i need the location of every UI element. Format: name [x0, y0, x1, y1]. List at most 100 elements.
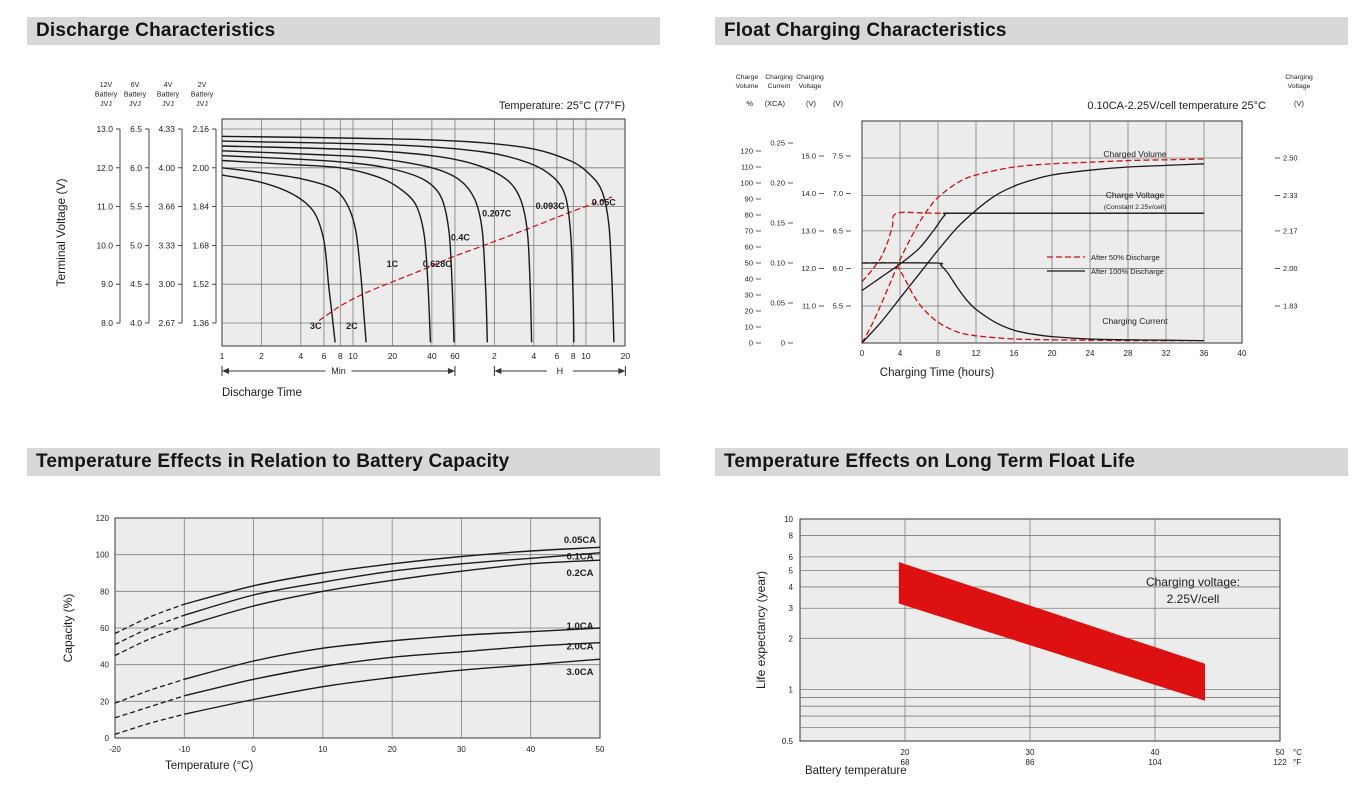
svg-text:30: 30	[745, 291, 753, 300]
svg-text:5.5: 5.5	[130, 202, 142, 212]
svg-text:2: 2	[492, 351, 497, 361]
svg-text:6V: 6V	[131, 82, 140, 89]
svg-text:°F: °F	[1293, 758, 1301, 767]
svg-text:40: 40	[745, 275, 753, 284]
svg-text:Charging Current: Charging Current	[1102, 316, 1168, 326]
svg-text:Battery: Battery	[191, 92, 214, 99]
svg-text:4: 4	[789, 583, 794, 592]
svg-text:50: 50	[596, 745, 605, 754]
svg-text:Voltage: Voltage	[1288, 83, 1311, 90]
svg-text:1.84: 1.84	[192, 202, 209, 212]
svg-text:3.00: 3.00	[158, 279, 175, 289]
svg-text:Charging: Charging	[765, 74, 793, 81]
svg-text:2.00: 2.00	[1283, 264, 1298, 273]
svg-text:Charging: Charging	[796, 74, 824, 81]
svg-text:100: 100	[96, 551, 110, 560]
svg-text:3C: 3C	[310, 321, 322, 331]
svg-text:3.0CA: 3.0CA	[567, 667, 594, 678]
svg-text:1.52: 1.52	[192, 279, 209, 289]
svg-text:1: 1	[220, 351, 225, 361]
svg-text:2.16: 2.16	[192, 124, 209, 134]
svg-text:Life expectancy (year): Life expectancy (year)	[754, 571, 768, 689]
svg-text:6.5: 6.5	[833, 227, 843, 236]
svg-text:1.83: 1.83	[1283, 302, 1298, 311]
float-charging-characteristics-title: Float Charging Characteristics	[715, 17, 1348, 45]
svg-text:1.0CA: 1.0CA	[567, 621, 594, 632]
svg-text:0.05C: 0.05C	[592, 197, 617, 207]
svg-text:14.0: 14.0	[801, 189, 816, 198]
svg-text:Charging Time (hours): Charging Time (hours)	[880, 367, 995, 379]
svg-text:2.25V/cell: 2.25V/cell	[1167, 592, 1220, 606]
svg-text:After 50% Discharge: After 50% Discharge	[1091, 253, 1160, 262]
svg-text:0.4C: 0.4C	[451, 233, 471, 243]
svg-text:1C: 1C	[387, 259, 399, 269]
svg-text:8: 8	[338, 351, 343, 361]
svg-text:7.0: 7.0	[833, 189, 843, 198]
svg-text:3: 3	[789, 604, 794, 613]
svg-text:Terminal Voltage (V): Terminal Voltage (V)	[54, 178, 68, 286]
svg-text:Temperature: 25°C (77°F): Temperature: 25°C (77°F)	[499, 100, 625, 112]
svg-text:0: 0	[749, 339, 753, 348]
svg-text:%: %	[746, 99, 753, 108]
svg-text:120: 120	[740, 147, 753, 156]
svg-text:40: 40	[427, 351, 437, 361]
svg-text:JVJ: JVJ	[162, 101, 174, 108]
discharge-characteristics-chart: 1 2 4 6 8 10 20 40 60 2 4 6 8 10 20 12V Battery JVJ 13.0 12…	[54, 82, 630, 399]
svg-text:6.0: 6.0	[130, 163, 142, 173]
svg-text:8: 8	[789, 532, 794, 541]
svg-text:110: 110	[741, 163, 753, 172]
svg-text:4V: 4V	[164, 82, 173, 89]
svg-text:After 100% Discharge: After 100% Discharge	[1091, 267, 1164, 276]
svg-text:JVJ: JVJ	[129, 101, 141, 108]
svg-text:122: 122	[1273, 758, 1287, 767]
svg-text:4.33: 4.33	[158, 124, 175, 134]
svg-text:120: 120	[96, 514, 110, 523]
svg-text:6.5: 6.5	[130, 124, 142, 134]
svg-text:16: 16	[1010, 349, 1019, 358]
svg-text:Min: Min	[331, 366, 346, 376]
svg-text:8: 8	[936, 349, 941, 358]
svg-text:Discharge Time: Discharge Time	[222, 387, 302, 399]
svg-text:12V: 12V	[100, 82, 113, 89]
svg-text:0.15: 0.15	[770, 219, 785, 228]
float-life-chart: 206830864010450122°C°F1086543210.5Chargi…	[754, 515, 1302, 777]
svg-text:30: 30	[1026, 748, 1035, 757]
svg-text:Voltage: Voltage	[799, 83, 822, 90]
svg-text:Volume: Volume	[736, 83, 759, 90]
svg-text:11.0: 11.0	[97, 202, 113, 212]
svg-text:20: 20	[388, 351, 398, 361]
svg-text:Charge: Charge	[736, 74, 759, 81]
svg-text:0: 0	[251, 745, 256, 754]
panel-float-charging-characteristics: Float Charging Characteristics 0 4 8 12 16 20…	[715, 17, 1348, 405]
svg-text:Charging voltage:: Charging voltage:	[1146, 575, 1240, 589]
panel-temperature-capacity: Temperature Effects in Relation to Batte…	[27, 448, 660, 786]
svg-text:Charged Volume: Charged Volume	[1103, 149, 1167, 159]
svg-text:0.10CA-2.25V/cell temperature: 0.10CA-2.25V/cell temperature 25°C	[1087, 100, 1266, 112]
svg-text:0.05CA: 0.05CA	[564, 535, 596, 546]
svg-text:5.5: 5.5	[833, 302, 843, 311]
svg-text:68: 68	[901, 758, 910, 767]
float-life-title: Temperature Effects on Long Term Float L…	[715, 448, 1348, 476]
svg-text:11.0: 11.0	[802, 302, 816, 311]
svg-text:Battery temperature: Battery temperature	[805, 765, 907, 777]
svg-text:13.0: 13.0	[96, 124, 113, 134]
svg-text:0.25: 0.25	[770, 139, 785, 148]
svg-text:80: 80	[745, 211, 753, 220]
svg-text:(V): (V)	[833, 99, 844, 108]
temperature-capacity-title: Temperature Effects in Relation to Batte…	[27, 448, 660, 476]
svg-text:Current: Current	[768, 83, 791, 90]
svg-text:90: 90	[745, 195, 753, 204]
svg-text:40: 40	[526, 745, 535, 754]
svg-text:Battery: Battery	[95, 92, 118, 99]
svg-text:-20: -20	[109, 745, 121, 754]
svg-text:40: 40	[1238, 349, 1247, 358]
svg-text:7.5: 7.5	[833, 152, 843, 161]
svg-text:10: 10	[745, 323, 753, 332]
svg-text:6: 6	[789, 553, 794, 562]
svg-text:5.0: 5.0	[130, 240, 142, 250]
svg-text:9.0: 9.0	[101, 279, 113, 289]
svg-text:40: 40	[100, 661, 109, 670]
svg-text:60: 60	[745, 243, 753, 252]
svg-text:32: 32	[1162, 349, 1171, 358]
svg-text:20: 20	[100, 697, 109, 706]
